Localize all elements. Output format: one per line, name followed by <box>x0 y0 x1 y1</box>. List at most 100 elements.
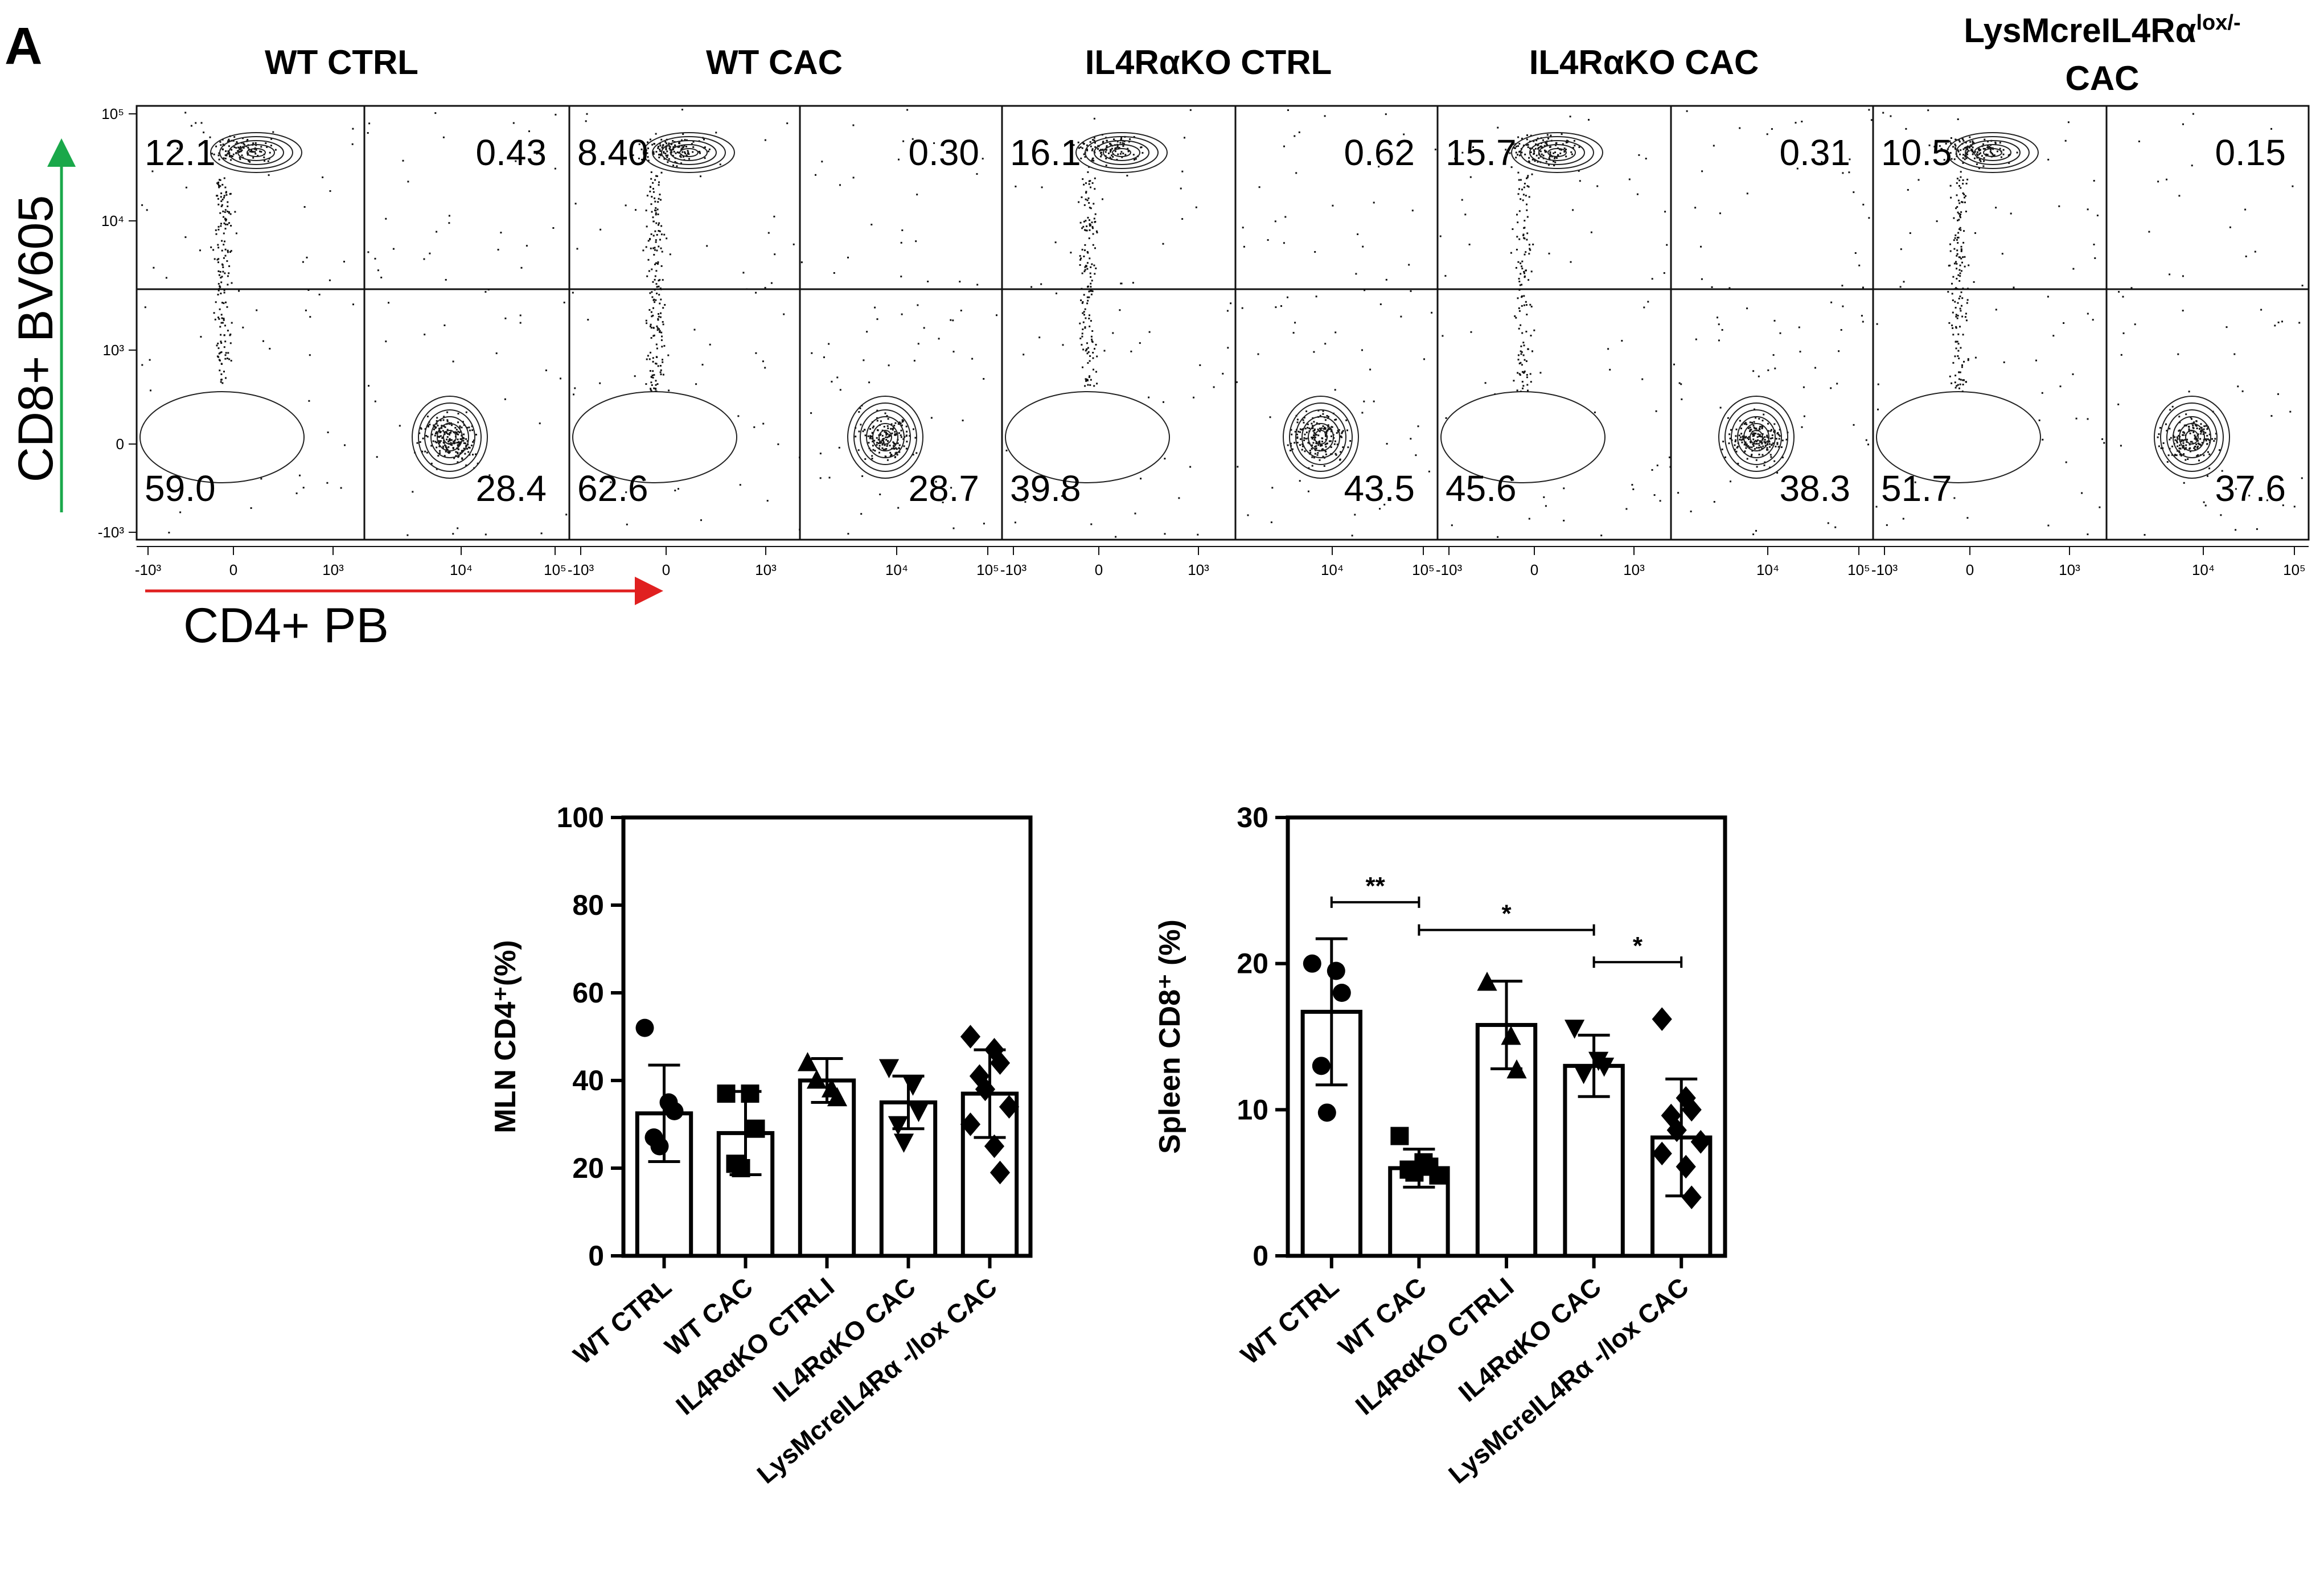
event-dot <box>2195 424 2197 426</box>
event-dot <box>1962 183 1964 185</box>
event-dot <box>259 150 261 153</box>
event-dot <box>220 192 223 195</box>
event-dot <box>1659 500 1661 502</box>
event-dot <box>649 190 651 192</box>
event-dot <box>869 436 872 438</box>
event-dot <box>1079 322 1081 324</box>
event-dot <box>1124 154 1127 156</box>
event-dot <box>654 246 656 249</box>
event-dot <box>1528 517 1530 520</box>
event-dot <box>877 438 880 441</box>
event-dot <box>1724 456 1726 458</box>
event-dot <box>439 441 441 443</box>
event-dot <box>1524 253 1526 256</box>
event-dot <box>873 439 876 442</box>
event-dot <box>1108 142 1111 145</box>
event-dot <box>1193 396 1194 398</box>
event-dot <box>655 241 657 243</box>
event-dot <box>1222 372 1224 375</box>
event-dot <box>1099 149 1102 151</box>
data-point <box>635 1018 654 1037</box>
event-dot <box>436 420 438 422</box>
event-dot <box>688 153 690 155</box>
event-dot <box>1750 441 1752 443</box>
event-dot <box>1434 149 1436 151</box>
event-dot <box>220 314 223 316</box>
event-dot <box>426 416 429 418</box>
event-dot <box>2157 436 2159 438</box>
event-dot <box>2148 231 2150 233</box>
event-dot <box>1054 241 1057 244</box>
event-dot <box>692 151 694 153</box>
event-dot <box>2245 255 2247 257</box>
event-dot <box>224 228 227 230</box>
event-dot <box>668 145 670 147</box>
data-point <box>989 1160 1011 1185</box>
x-tick-label: 10⁵ <box>1412 561 1435 578</box>
event-dot <box>1988 146 1990 149</box>
event-dot <box>1085 265 1087 267</box>
event-dot <box>329 190 331 192</box>
event-dot <box>659 142 661 145</box>
event-dot <box>1569 116 1571 118</box>
event-dot <box>1760 435 1763 438</box>
event-dot <box>1899 286 1902 288</box>
event-dot <box>219 141 221 143</box>
event-dot <box>176 153 178 154</box>
event-dot <box>1324 427 1327 429</box>
event-dot <box>227 283 229 286</box>
event-dot <box>1089 207 1091 209</box>
event-dot <box>446 429 449 431</box>
event-dot <box>228 145 230 147</box>
event-dot <box>453 441 455 443</box>
event-dot <box>901 424 903 426</box>
event-dot <box>2182 445 2185 447</box>
event-dot <box>464 442 466 445</box>
event-dot <box>1965 152 1968 154</box>
contour-cd8-pop <box>1103 144 1140 161</box>
event-dot <box>1928 144 1931 146</box>
event-dot <box>1735 450 1738 453</box>
event-dot <box>231 149 233 151</box>
event-dot <box>433 428 435 430</box>
event-dot <box>901 313 903 315</box>
event-dot <box>223 318 225 320</box>
event-dot <box>426 451 428 454</box>
event-dot <box>885 448 888 450</box>
event-dot <box>692 146 695 148</box>
event-dot <box>1776 442 1779 444</box>
event-dot <box>2195 425 2198 427</box>
event-dot <box>1953 248 1956 250</box>
event-dot <box>1538 157 1540 159</box>
event-dot <box>715 132 717 134</box>
event-dot <box>770 282 773 284</box>
event-dot <box>1093 217 1095 220</box>
event-dot <box>220 293 222 294</box>
contour-cd8-pop <box>1075 132 1168 173</box>
event-dot <box>1754 441 1756 443</box>
event-dot <box>552 227 555 229</box>
event-dot <box>216 195 218 197</box>
event-dot <box>2178 435 2180 437</box>
event-dot <box>815 174 816 176</box>
data-point <box>1477 971 1497 991</box>
contour-cd4-pop <box>1731 409 1782 465</box>
event-dot <box>2182 310 2184 312</box>
event-dot <box>1849 158 1851 161</box>
event-dot <box>1803 415 1805 417</box>
event-dot <box>1768 440 1770 442</box>
x-tick-label: 10³ <box>1623 561 1645 578</box>
event-dot <box>1315 434 1317 436</box>
event-dot <box>1094 247 1096 249</box>
quadrant-value: 39.8 <box>1010 468 1081 509</box>
event-dot <box>1095 371 1097 373</box>
event-dot <box>1321 437 1323 439</box>
event-dot <box>2226 326 2228 328</box>
event-dot <box>446 420 449 422</box>
event-dot <box>1408 264 1410 266</box>
event-dot <box>1588 118 1590 121</box>
event-dot <box>458 441 460 443</box>
event-dot <box>1541 153 1543 155</box>
event-dot <box>1769 446 1771 448</box>
event-dot <box>1761 447 1763 450</box>
